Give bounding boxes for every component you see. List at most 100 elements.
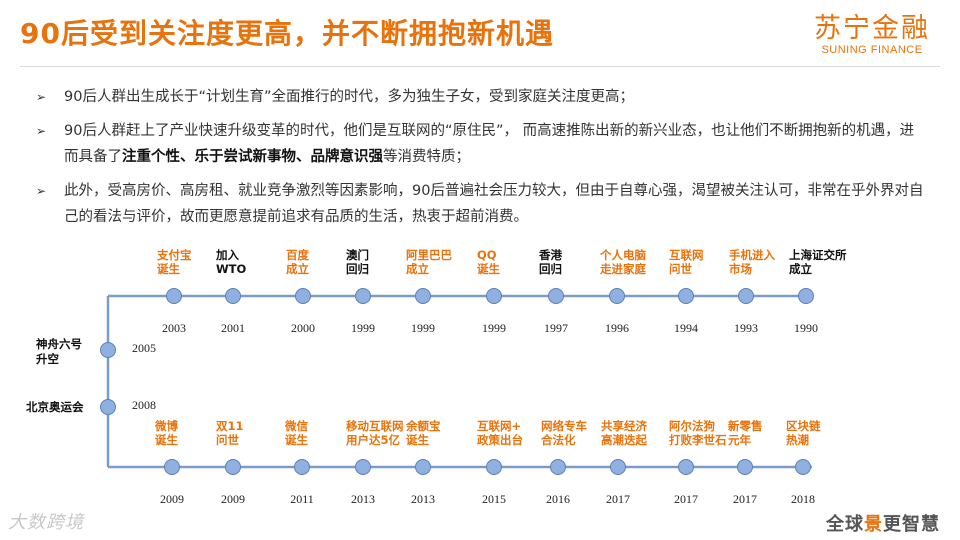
event-label: 问世 — [669, 262, 692, 276]
event-label: 澳门 — [346, 248, 369, 262]
event-label: 打败李世石 — [669, 433, 727, 447]
event-label: 互联网 — [669, 248, 704, 262]
event-year: 1999 — [482, 321, 506, 335]
timeline-dot — [486, 459, 502, 475]
event-year: 2013 — [411, 492, 435, 506]
event-year: 2009 — [160, 492, 184, 506]
timeline-dot — [737, 459, 753, 475]
timeline-dot — [610, 459, 626, 475]
watermark-right-a: 全球 — [826, 514, 864, 535]
event-label: WTO — [216, 262, 247, 276]
event-label: 政策出台 — [477, 433, 523, 447]
event-label: 高潮迭起 — [601, 433, 647, 447]
timeline-dot — [415, 459, 431, 475]
event-year: 1997 — [544, 321, 568, 335]
timeline-dot — [486, 288, 502, 304]
event-year: 2000 — [291, 321, 315, 335]
event-year: 2015 — [482, 492, 506, 506]
event-label: 加入 — [215, 248, 239, 262]
timeline-dot — [415, 288, 431, 304]
side-event-label: 升空 — [36, 352, 59, 366]
suning-finance-logo: 苏宁金融 SUNING FINANCE — [814, 13, 930, 57]
timeline-dot — [355, 459, 371, 475]
watermark-right-c: 更智慧 — [883, 514, 940, 535]
event-label: 诞生 — [155, 433, 178, 447]
event-label: 香港 — [538, 248, 562, 262]
side-event-label: 北京奥运会 — [26, 400, 84, 414]
title-divider — [20, 66, 940, 67]
event-label: 用户达5亿 — [345, 433, 401, 447]
event-label: 成立 — [406, 262, 429, 276]
timeline-dot — [550, 459, 566, 475]
event-label: 回归 — [346, 262, 369, 276]
bullet-item: ➢ 90后人群出生成长于“计划生育”全面推行的时代，多为独生子女，受到家庭关注度更… — [36, 84, 926, 110]
event-label: 共享经济 — [601, 419, 647, 433]
timeline-dot — [678, 459, 694, 475]
event-year: 2017 — [606, 492, 630, 506]
event-label: 微博 — [154, 419, 178, 433]
side-event-year: 2008 — [132, 398, 156, 412]
watermark-left: 大数跨境 — [8, 512, 84, 533]
event-label: 阿里巴巴 — [406, 248, 452, 262]
event-year: 2016 — [546, 492, 570, 506]
bullet-item: ➢ 此外，受高房价、高房租、就业竞争激烈等因素影响，90后普遍社会压力较大，但由于… — [36, 178, 926, 230]
logo-cn: 苏宁金融 — [814, 13, 930, 44]
side-event-year: 2005 — [132, 341, 156, 355]
timeline-dot — [164, 459, 180, 475]
bullet-text: 此外，受高房价、高房租、就业竞争激烈等因素影响，90后普遍社会压力较大，但由于自… — [64, 183, 924, 225]
event-label: 余额宝 — [405, 419, 441, 433]
event-year: 2017 — [733, 492, 757, 506]
event-year: 2003 — [162, 321, 186, 335]
timeline-dot — [166, 288, 182, 304]
event-label: 百度 — [286, 248, 309, 262]
event-label: 区块链 — [786, 419, 821, 433]
event-year: 2011 — [290, 492, 314, 506]
timeline-dot — [100, 342, 116, 358]
event-label: 问世 — [216, 433, 239, 447]
event-label: 市场 — [729, 262, 752, 276]
event-label: 手机进入 — [729, 248, 775, 262]
event-label: 微信 — [284, 419, 308, 433]
event-year: 2009 — [221, 492, 245, 506]
event-label: QQ — [477, 248, 497, 262]
page-title: 90后受到关注度更高，并不断拥抱新机遇 — [20, 17, 554, 50]
event-year: 1993 — [734, 321, 758, 335]
arrow-bullet-icon: ➢ — [36, 90, 47, 104]
arrow-bullet-icon: ➢ — [36, 124, 47, 138]
event-year: 2018 — [791, 492, 815, 506]
event-year: 1999 — [411, 321, 435, 335]
timeline-dot — [548, 288, 564, 304]
timeline-dot — [738, 288, 754, 304]
watermark-right: 全球景更智慧 — [826, 510, 940, 536]
event-label: 回归 — [539, 262, 562, 276]
event-label: 阿尔法狗 — [669, 419, 715, 433]
timeline-dot — [609, 288, 625, 304]
event-year: 2017 — [674, 492, 698, 506]
bullet-emphasis: 注重个性、乐于尝试新事物、品牌意识强 — [122, 149, 383, 165]
arrow-bullet-icon: ➢ — [36, 184, 47, 198]
event-label: 成立 — [789, 262, 812, 276]
event-label: 元年 — [728, 433, 751, 447]
timeline-dot — [798, 288, 814, 304]
event-year: 2013 — [351, 492, 375, 506]
event-label: 移动互联网 — [346, 419, 404, 433]
logo-en: SUNING FINANCE — [821, 44, 923, 56]
event-label: 支付宝 — [156, 248, 192, 262]
event-label: 双11 — [215, 419, 244, 433]
event-label: 走进家庭 — [599, 262, 646, 276]
bullet-text: 等消费特质； — [383, 149, 470, 165]
event-label: 热潮 — [786, 433, 809, 447]
event-label: 诞生 — [285, 433, 308, 447]
bullet-text: 90后人群出生成长于“计划生育”全面推行的时代，多为独生子女，受到家庭关注度更高… — [64, 89, 634, 105]
event-year: 1990 — [794, 321, 818, 335]
event-label: 诞生 — [406, 433, 429, 447]
timeline-dot — [795, 459, 811, 475]
timeline-dot — [225, 288, 241, 304]
event-label: 成立 — [286, 262, 309, 276]
event-label: 上海证交所 — [789, 248, 847, 262]
timeline-dot — [355, 288, 371, 304]
side-event-label: 神舟六号 — [36, 337, 82, 351]
event-label: 个人电脑 — [599, 248, 646, 262]
event-label: 网络专车 — [541, 419, 587, 433]
